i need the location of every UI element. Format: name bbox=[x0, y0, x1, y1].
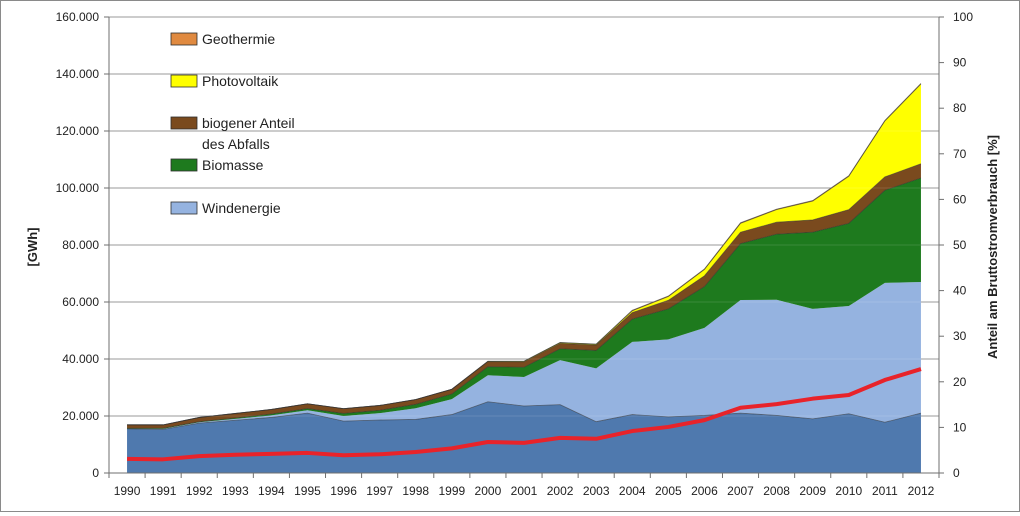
x-tick-label: 1995 bbox=[294, 484, 321, 498]
share-line bbox=[127, 367, 922, 462]
y-tick-label: 20.000 bbox=[62, 409, 99, 423]
x-tick-label: 1993 bbox=[222, 484, 249, 498]
x-tick-label: 1994 bbox=[258, 484, 285, 498]
legend-swatch bbox=[170, 158, 198, 172]
legend-swatch bbox=[170, 201, 198, 215]
legend-swatch bbox=[170, 32, 198, 46]
legend-label-line2: des Abfalls bbox=[202, 136, 270, 152]
area-edge-5 bbox=[127, 83, 922, 426]
x-tick-label: 1997 bbox=[366, 484, 393, 498]
y-tick-label: 100.000 bbox=[56, 181, 100, 195]
legend: Geothermie Photovoltaik biogener Anteil des… bbox=[170, 31, 295, 216]
area-edge-2 bbox=[127, 177, 922, 429]
y2-tick-label: 20 bbox=[953, 375, 967, 389]
legend-swatch bbox=[170, 116, 198, 130]
legend-label: Windenergie bbox=[202, 200, 281, 216]
x-tick-label: 2003 bbox=[583, 484, 610, 498]
x-tick-label: 2002 bbox=[547, 484, 574, 498]
y2-tick-label: 50 bbox=[953, 238, 967, 252]
y-tick-label: 40.000 bbox=[62, 352, 99, 366]
y2-tick-label: 40 bbox=[953, 284, 967, 298]
y2-tick-label: 0 bbox=[953, 466, 960, 480]
x-tick-label: 1999 bbox=[438, 484, 465, 498]
x-tick-label: 2005 bbox=[655, 484, 682, 498]
legend-label: biogener Anteil bbox=[202, 115, 295, 131]
x-tick-label: 1996 bbox=[330, 484, 357, 498]
y2-tick-label: 100 bbox=[953, 10, 973, 24]
x-tick-label: 2001 bbox=[511, 484, 538, 498]
x-tick-label: 2004 bbox=[619, 484, 646, 498]
y-tick-label: 60.000 bbox=[62, 295, 99, 309]
y2-tick-label: 30 bbox=[953, 329, 967, 343]
y2-tick-label: 80 bbox=[953, 101, 967, 115]
legend-label: Biomasse bbox=[202, 157, 264, 173]
x-tick-label: 2009 bbox=[799, 484, 826, 498]
x-tick-label: 1992 bbox=[186, 484, 213, 498]
area-edge-0 bbox=[127, 401, 922, 430]
y2-tick-label: 60 bbox=[953, 192, 967, 206]
y-tick-label: 0 bbox=[92, 466, 99, 480]
y-tick-label: 160.000 bbox=[56, 10, 100, 24]
y2-tick-label: 90 bbox=[953, 56, 967, 70]
legend-label: Photovoltaik bbox=[202, 73, 279, 89]
x-tick-label: 1998 bbox=[402, 484, 429, 498]
x-tick-label: 2008 bbox=[763, 484, 790, 498]
x-tick-label: 2012 bbox=[908, 484, 935, 498]
legend-swatch bbox=[170, 74, 198, 88]
y2-axis-title: Anteil am Bruttostromverbrauch [%] bbox=[985, 135, 1000, 359]
gridlines bbox=[109, 16, 939, 417]
area-1 bbox=[127, 282, 921, 430]
x-tick-label: 1991 bbox=[150, 484, 177, 498]
share-line-group bbox=[127, 367, 922, 462]
y-axis-title: [GWh] bbox=[25, 228, 40, 267]
x-tick-label: 1990 bbox=[114, 484, 141, 498]
x-tick-label: 2000 bbox=[475, 484, 502, 498]
x-tick-label: 2007 bbox=[727, 484, 754, 498]
axes: 0 20.000 40.000 60.000 80.000 100.000 120.000 1… bbox=[56, 10, 974, 498]
y-tick-label: 80.000 bbox=[62, 238, 99, 252]
y-tick-label: 120.000 bbox=[56, 124, 100, 138]
x-tick-label: 2010 bbox=[835, 484, 862, 498]
y2-tick-label: 70 bbox=[953, 147, 967, 161]
y-tick-label: 140.000 bbox=[56, 67, 100, 81]
x-tick-label: 2011 bbox=[872, 484, 898, 498]
legend-label: Geothermie bbox=[202, 31, 275, 47]
x-tick-label: 2006 bbox=[691, 484, 718, 498]
y2-tick-label: 10 bbox=[953, 420, 967, 434]
